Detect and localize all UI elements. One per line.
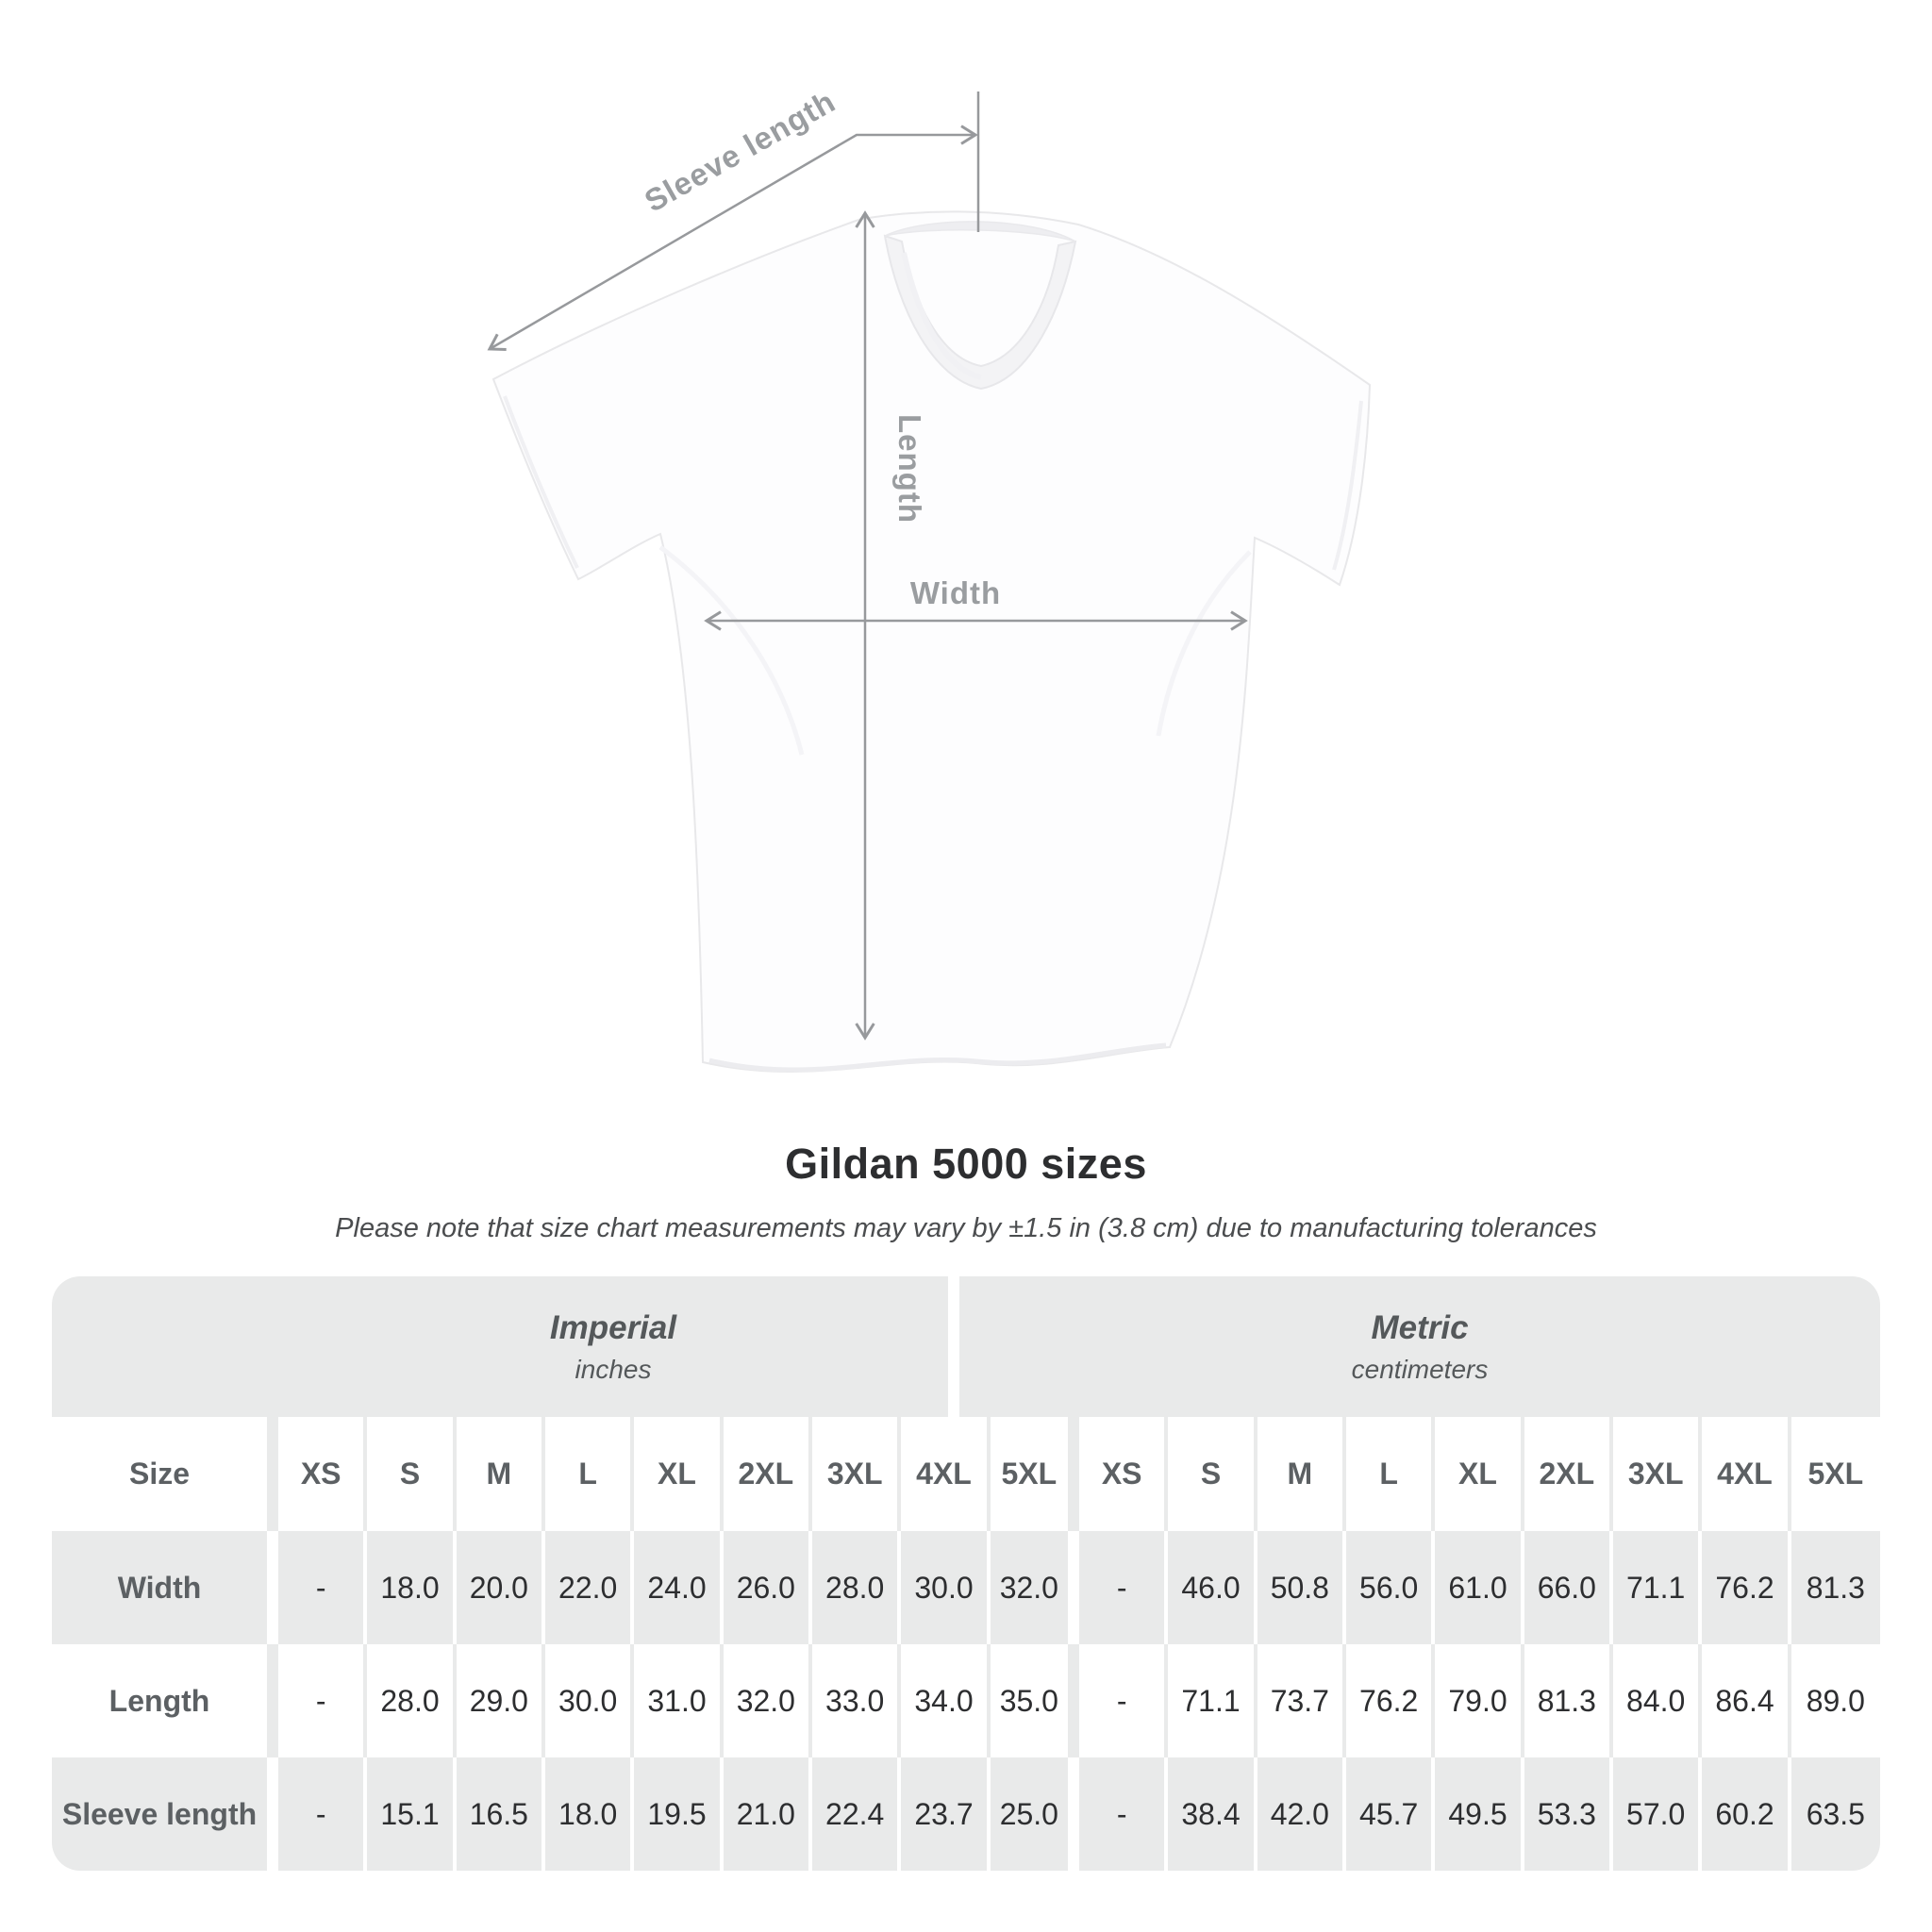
metric-group-unit: centimeters [1351,1354,1489,1384]
value-cell: 21.0 [723,1757,812,1871]
page-title: Gildan 5000 sizes [785,1140,1147,1188]
size-col-imperial-m: M [456,1417,545,1531]
row-label: Width [52,1531,278,1644]
value-cell: 76.2 [1702,1531,1791,1644]
size-column-header: Size [52,1417,278,1531]
value-cell: 25.0 [990,1757,1079,1871]
value-cell: 20.0 [456,1531,545,1644]
size-col-metric-xs: XS [1079,1417,1169,1531]
value-cell: 32.0 [990,1531,1079,1644]
table-row-length: Length -28.0 29.0 30.0 31.0 32.0 33.0 34.0 35.0… [52,1644,1880,1757]
value-cell: 50.8 [1257,1531,1346,1644]
value-cell: 89.0 [1790,1644,1880,1757]
value-cell: - [278,1757,368,1871]
value-cell: 22.4 [812,1757,902,1871]
value-cell: 30.0 [901,1531,991,1644]
sleeve-length-label: Sleeve length [639,83,841,218]
value-cell: 86.4 [1702,1644,1791,1757]
value-cell: 57.0 [1613,1757,1703,1871]
value-cell: 30.0 [545,1644,635,1757]
value-cell: 81.3 [1524,1644,1613,1757]
value-cell: 18.0 [545,1757,635,1871]
value-cell: 28.0 [812,1531,902,1644]
value-cell: 73.7 [1257,1644,1346,1757]
size-col-metric-xl: XL [1435,1417,1524,1531]
value-cell: 53.3 [1524,1757,1613,1871]
size-col-imperial-5xl: 5XL [990,1417,1079,1531]
value-cell: - [278,1644,368,1757]
value-cell: 38.4 [1168,1757,1257,1871]
page-subtitle: Please note that size chart measurements… [335,1213,1597,1243]
group-header-metric: Metric centimeters [959,1276,1880,1417]
size-col-metric-l: L [1346,1417,1436,1531]
value-cell: 71.1 [1168,1644,1257,1757]
size-col-imperial-l: L [545,1417,635,1531]
size-col-metric-2xl: 2XL [1524,1417,1613,1531]
value-cell: 16.5 [456,1757,545,1871]
sleeve-length-arrow [487,125,978,352]
table-row-width: Width -18.0 20.0 22.0 24.0 26.0 28.0 30.0 32.0-… [52,1531,1880,1644]
value-cell: 34.0 [901,1644,991,1757]
width-label: Width [910,575,1001,610]
value-cell: 63.5 [1790,1757,1880,1871]
value-cell: 19.5 [634,1757,724,1871]
value-cell: - [278,1531,368,1644]
size-col-metric-5xl: 5XL [1790,1417,1880,1531]
size-col-metric-4xl: 4XL [1702,1417,1791,1531]
table-row-sleeve-length: Sleeve length -15.1 16.5 18.0 19.5 21.0 22.4 2… [52,1757,1880,1871]
value-cell: 60.2 [1702,1757,1791,1871]
value-cell: 84.0 [1613,1644,1703,1757]
size-col-metric-s: S [1168,1417,1257,1531]
value-cell: 15.1 [367,1757,457,1871]
value-cell: 76.2 [1346,1644,1436,1757]
value-cell: 29.0 [456,1644,545,1757]
value-cell: 33.0 [812,1644,902,1757]
value-cell: 31.0 [634,1644,724,1757]
value-cell: 66.0 [1524,1531,1613,1644]
group-header-imperial: Imperial inches [52,1276,948,1417]
size-header-row: Size XS S M L XL 2XL 3XL 4XL 5XL XS S M L XL 2XL 3XL 4XL… [52,1417,1880,1531]
size-col-imperial-3xl: 3XL [812,1417,902,1531]
row-label: Sleeve length [52,1757,278,1871]
length-label: Length [892,414,927,524]
value-cell: 18.0 [367,1531,457,1644]
size-col-imperial-s: S [367,1417,457,1531]
value-cell: 45.7 [1346,1757,1436,1871]
value-cell: 42.0 [1257,1757,1346,1871]
value-cell: 23.7 [901,1757,991,1871]
value-cell: 26.0 [723,1531,812,1644]
value-cell: 49.5 [1435,1757,1524,1871]
value-cell: 22.0 [545,1531,635,1644]
value-cell: 32.0 [723,1644,812,1757]
value-cell: 24.0 [634,1531,724,1644]
tshirt-diagram: Sleeve length Length Width [487,83,1372,1073]
value-cell: 81.3 [1790,1531,1880,1644]
value-cell: - [1079,1644,1169,1757]
size-col-imperial-xl: XL [634,1417,724,1531]
metric-group-title: Metric [1371,1308,1469,1346]
value-cell: - [1079,1531,1169,1644]
value-cell: 46.0 [1168,1531,1257,1644]
value-cell: - [1079,1757,1169,1871]
value-cell: 28.0 [367,1644,457,1757]
unit-group-header-row: Imperial inches Metric centimeters [52,1276,1880,1417]
size-table: Imperial inches Metric centimeters Size … [52,1276,1880,1871]
value-cell: 56.0 [1346,1531,1436,1644]
value-cell: 61.0 [1435,1531,1524,1644]
row-label: Length [52,1644,278,1757]
size-col-imperial-xs: XS [278,1417,368,1531]
size-col-imperial-4xl: 4XL [901,1417,991,1531]
imperial-group-unit: inches [575,1354,652,1384]
imperial-group-title: Imperial [549,1308,677,1346]
group-divider [948,1276,959,1417]
tshirt-image [491,210,1372,1073]
size-col-metric-3xl: 3XL [1613,1417,1703,1531]
value-cell: 79.0 [1435,1644,1524,1757]
value-cell: 35.0 [990,1644,1079,1757]
value-cell: 71.1 [1613,1531,1703,1644]
size-col-metric-m: M [1257,1417,1346,1531]
size-col-imperial-2xl: 2XL [723,1417,812,1531]
